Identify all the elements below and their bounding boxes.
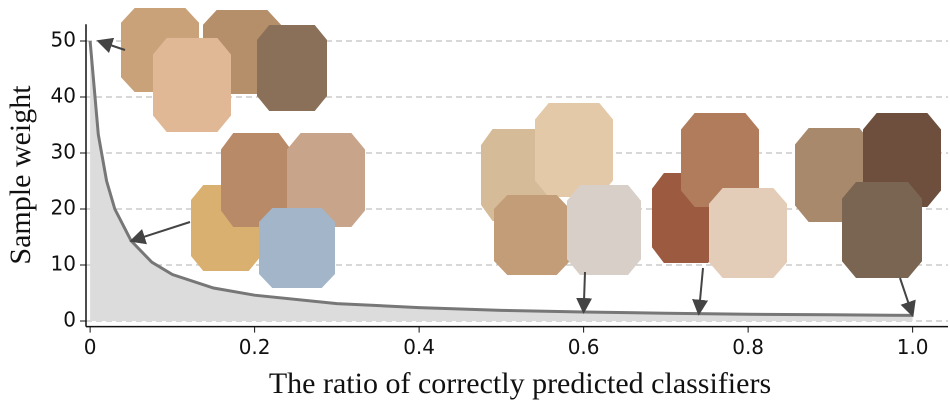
arrow <box>129 221 191 245</box>
area <box>90 41 913 321</box>
y-tick-label: 30 <box>51 140 76 164</box>
x-tick-label: 0.2 <box>239 335 271 359</box>
face-image <box>259 208 335 288</box>
face-image <box>681 113 759 207</box>
x-tick-label: 0.8 <box>732 335 764 359</box>
x-tick-label: 1.0 <box>897 335 929 359</box>
y-tick-label: 40 <box>51 84 76 108</box>
face-image <box>709 188 787 278</box>
face-image <box>567 185 641 275</box>
arrow <box>899 277 916 318</box>
face-image <box>257 25 327 111</box>
arrow <box>576 271 593 315</box>
face-image <box>494 195 570 275</box>
x-tick-label: 0.6 <box>568 335 600 359</box>
y-tick-label: 0 <box>63 308 76 332</box>
x-tick-label: 0.4 <box>403 335 435 359</box>
x-tick-label: 0 <box>84 335 97 359</box>
face-image <box>221 133 291 227</box>
face-image <box>153 38 231 132</box>
y-axis-label: Sample weight <box>4 85 37 265</box>
y-tick-label: 50 <box>51 28 76 52</box>
arrow <box>96 37 126 54</box>
y-tick-label: 20 <box>51 196 76 220</box>
x-axis-label: The ratio of correctly predicted classif… <box>269 367 771 400</box>
face-image <box>287 133 365 227</box>
face-image <box>842 182 922 278</box>
face-images <box>96 8 941 318</box>
face-image <box>535 103 613 197</box>
arrow <box>692 267 709 316</box>
y-tick-label: 10 <box>51 252 76 276</box>
